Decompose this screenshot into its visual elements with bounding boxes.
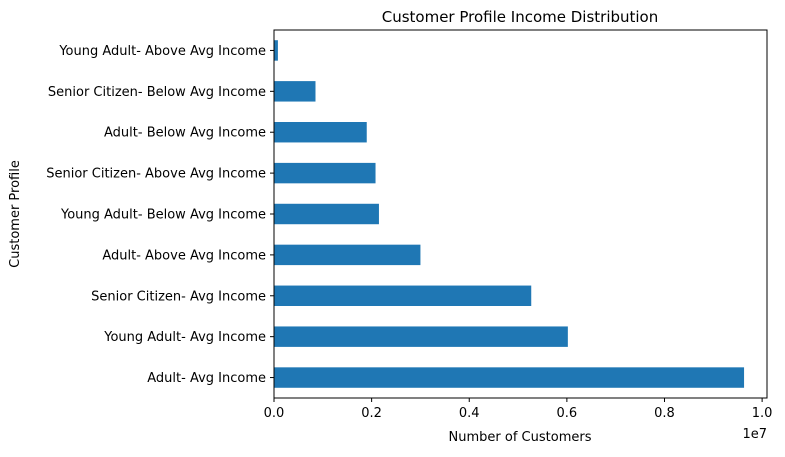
y-tick-label: Adult- Above Avg Income xyxy=(102,248,266,263)
bar xyxy=(274,244,421,266)
bar xyxy=(274,40,278,61)
y-axis-label: Customer Profile xyxy=(8,160,23,268)
bar xyxy=(274,285,532,306)
x-axis-offset-label: 1e7 xyxy=(742,427,767,442)
x-tick-labels: 0.0 0.2 0.4 0.6 0.8 1.0 xyxy=(264,398,773,421)
x-tick-label: 0.0 xyxy=(264,406,285,421)
y-tick-label: Senior Citizen- Avg Income xyxy=(91,289,266,304)
x-tick-label: 0.6 xyxy=(557,406,578,421)
plot-frame xyxy=(273,29,768,399)
bars-group xyxy=(274,40,745,388)
y-tick-label: Adult- Below Avg Income xyxy=(104,126,266,141)
chart-title: Customer Profile Income Distribution xyxy=(382,8,659,26)
y-tick-label: Adult- Avg Income xyxy=(147,371,266,386)
bar xyxy=(274,367,745,388)
bar xyxy=(274,326,568,347)
y-tick-label: Young Adult- Avg Income xyxy=(103,330,266,345)
y-tick-label: Young Adult- Below Avg Income xyxy=(60,208,266,223)
bar xyxy=(274,162,376,184)
x-tick-label: 0.4 xyxy=(459,406,480,421)
x-tick-label: 0.8 xyxy=(654,406,675,421)
y-tick-labels: Adult- Avg Income Young Adult- Avg Income… xyxy=(46,44,274,386)
y-tick-label: Senior Citizen- Above Avg Income xyxy=(46,167,266,182)
bar xyxy=(274,81,316,102)
bar xyxy=(274,203,379,225)
bar xyxy=(274,122,367,143)
x-tick-label: 0.2 xyxy=(361,406,382,421)
y-tick-label: Young Adult- Above Avg Income xyxy=(58,44,266,59)
x-tick-label: 1.0 xyxy=(752,406,773,421)
x-axis-label: Number of Customers xyxy=(449,430,592,445)
y-tick-label: Senior Citizen- Below Avg Income xyxy=(48,85,266,100)
